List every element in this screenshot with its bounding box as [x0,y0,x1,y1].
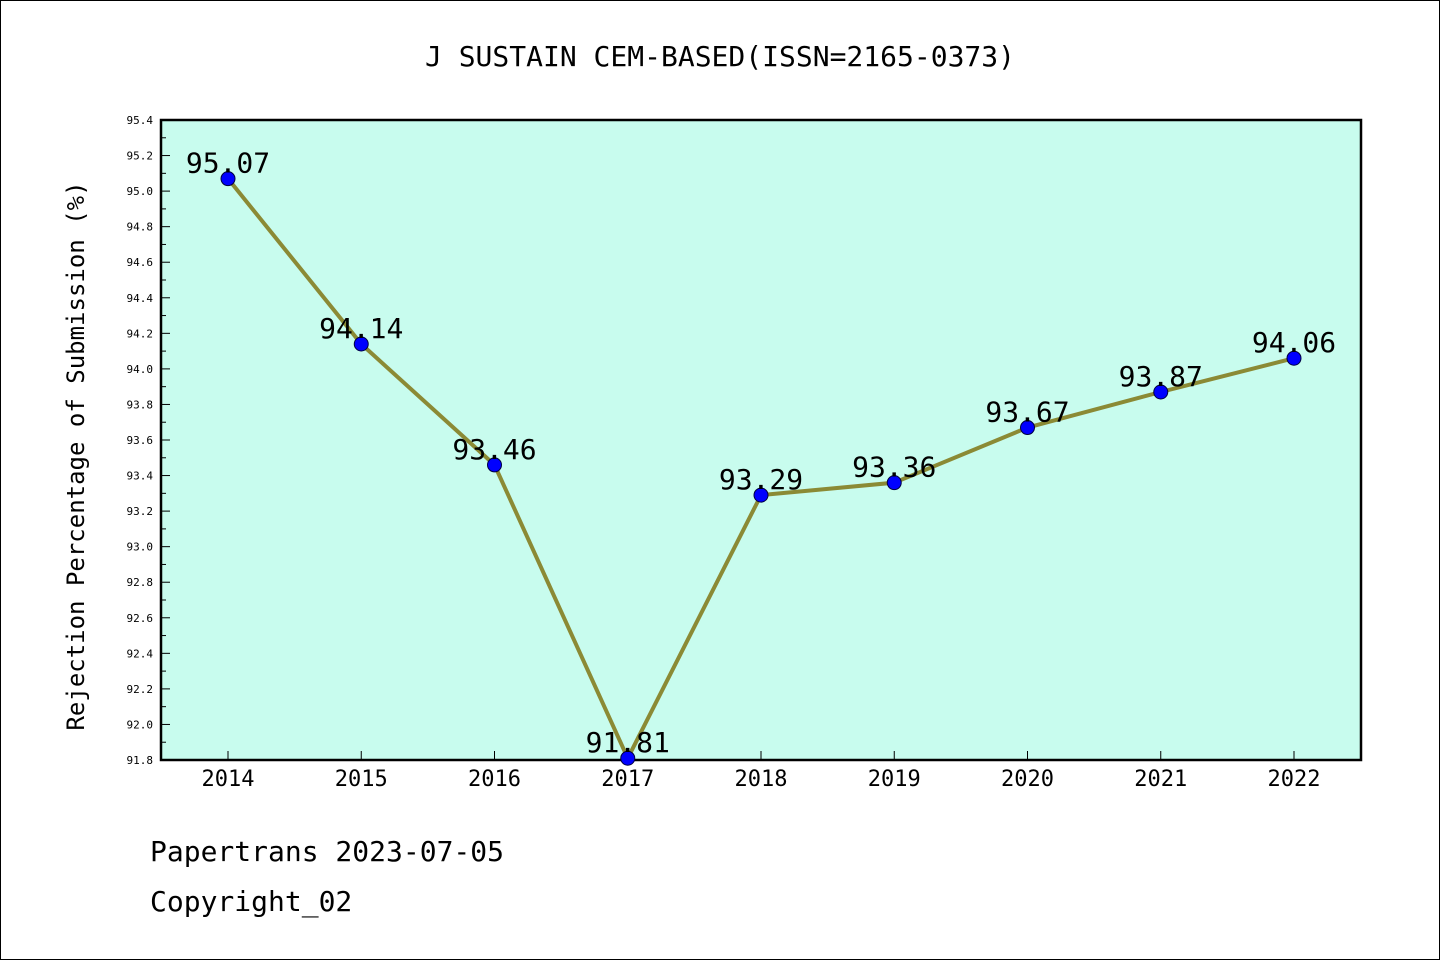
y-tick-label: 94.8 [127,221,154,234]
x-tick-label: 2022 [1268,767,1321,792]
y-tick-label: 95.2 [127,150,154,163]
y-tick-label: 92.0 [127,718,154,731]
y-tick-label: 92.4 [127,647,154,660]
y-axis: 91.8 92.0 92.2 92.4 92.6 92.8 93.0 93.2 93.4 93.6… [127,114,170,767]
data-point [353,336,369,352]
data-label: 93.36 [852,451,936,484]
y-tick-label: 94.2 [127,327,154,340]
y-tick-label: 93.8 [127,398,154,411]
y-tick-label: 94.0 [127,363,154,376]
data-label: 93.29 [719,463,803,496]
data-point [1286,350,1302,366]
x-tick-label: 2018 [735,767,788,792]
y-tick-label: 93.0 [127,541,154,554]
footer-credit: Papertrans 2023-07-05 [150,835,505,868]
y-tick-label: 92.6 [127,612,154,625]
y-tick-label: 94.6 [127,256,154,269]
data-point [620,750,636,766]
y-tick-label: 94.4 [127,292,154,305]
data-label: 93.87 [1119,360,1203,393]
data-point [487,457,502,473]
y-tick-label: 92.8 [127,576,154,589]
x-tick-label: 2020 [1001,767,1054,792]
data-label: 94.14 [319,312,403,345]
data-point [220,171,236,187]
data-label: 94.06 [1252,326,1336,359]
x-tick-label: 2017 [601,767,654,792]
x-tick-label: 2014 [202,767,255,792]
y-tick-label: 93.4 [127,470,154,483]
x-tick-label: 2019 [868,767,921,792]
data-point [1020,420,1035,436]
x-axis: 2014 2015 2016 2017 2018 2019 2020 2021 2022 [202,751,1321,792]
x-tick-label: 2021 [1134,767,1187,792]
plot-area [159,118,1363,762]
data-point [886,475,902,491]
data-points [220,171,1302,766]
data-label: 93.67 [985,396,1069,429]
chart-title: J SUSTAIN CEM-BASED(ISSN=2165-0373) [425,40,1015,73]
y-tick-label: 91.8 [127,754,154,767]
data-point [1153,384,1169,400]
y-tick-label: 95.0 [127,185,154,198]
x-tick-label: 2015 [335,767,388,792]
data-point [753,487,769,503]
y-tick-label: 92.2 [127,683,154,696]
data-label: 95.07 [186,147,270,180]
data-label: 93.46 [452,433,536,466]
y-tick-label: 93.6 [127,434,154,447]
data-label: 91.81 [586,726,670,759]
footer-copyright: Copyright_02 [150,885,353,918]
y-tick-label: 95.4 [127,114,154,127]
y-tick-label: 93.2 [127,505,154,518]
y-axis-label: Rejection Percentage of Submission (%) [62,181,90,730]
x-tick-label: 2016 [468,767,521,792]
data-labels: 95.07 94.14 93.46 91.81 93.29 93.36 93.67 93.87… [186,147,1336,760]
